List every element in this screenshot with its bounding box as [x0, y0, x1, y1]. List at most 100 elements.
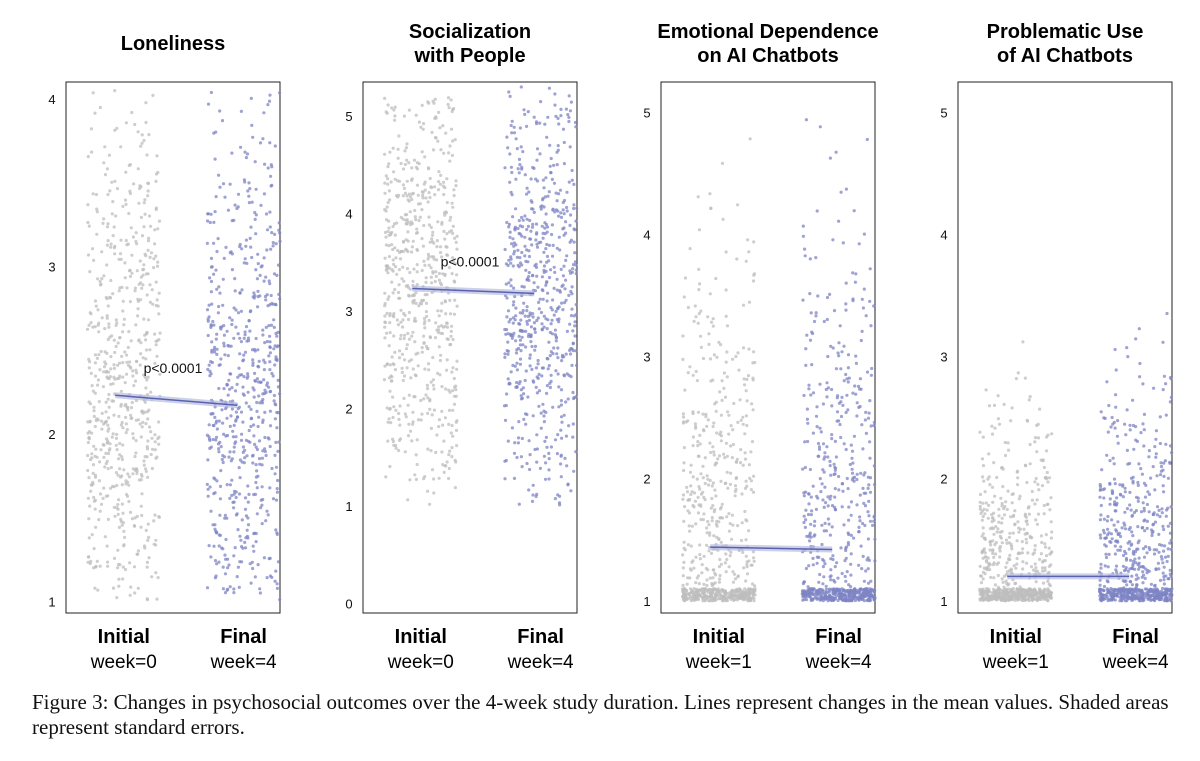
data-point: [751, 361, 755, 365]
data-point: [994, 592, 999, 596]
data-point: [432, 255, 436, 259]
data-point: [154, 206, 158, 210]
data-point: [555, 352, 559, 356]
data-point: [527, 488, 531, 492]
data-point: [144, 528, 148, 533]
data-point: [441, 124, 445, 128]
data-point: [733, 484, 738, 488]
data-point: [266, 166, 270, 170]
data-point: [445, 368, 449, 372]
data-point: [209, 323, 213, 327]
data-point: [383, 152, 387, 156]
data-point: [404, 238, 408, 242]
data-point: [524, 345, 528, 349]
data-point: [241, 445, 245, 449]
data-point: [386, 177, 390, 181]
data-point: [1106, 565, 1110, 569]
data-point: [107, 377, 111, 381]
data-point: [824, 590, 829, 595]
data-point: [86, 496, 90, 500]
data-point: [388, 321, 392, 325]
data-point: [88, 504, 92, 508]
data-point: [525, 217, 529, 221]
data-point: [841, 489, 845, 493]
data-point: [268, 93, 272, 97]
data-point: [207, 544, 211, 548]
data-point: [448, 449, 452, 453]
data-point: [545, 327, 549, 331]
data-point: [272, 347, 276, 351]
data-point: [1099, 503, 1103, 508]
data-point: [450, 272, 454, 276]
data-point: [715, 355, 719, 359]
data-point: [101, 221, 105, 225]
data-point: [546, 318, 550, 322]
data-point: [1023, 376, 1027, 380]
data-point: [261, 328, 265, 332]
data-point: [826, 495, 830, 499]
data-point: [1142, 555, 1147, 559]
data-point: [694, 581, 698, 585]
data-point: [978, 500, 982, 504]
data-point: [804, 593, 808, 597]
data-point: [385, 406, 389, 410]
data-point: [268, 389, 273, 393]
panel-title: Problematic Use: [987, 21, 1144, 43]
data-point: [1113, 552, 1117, 556]
data-point: [393, 118, 397, 122]
data-point: [567, 94, 571, 98]
data-point: [979, 596, 983, 600]
data-point: [1047, 582, 1051, 586]
panel-title: Socialization: [409, 21, 531, 43]
data-point: [851, 391, 855, 395]
data-point: [139, 525, 143, 529]
data-point: [147, 214, 152, 218]
data-point: [992, 576, 996, 580]
data-point: [442, 180, 446, 184]
data-point: [1006, 489, 1010, 493]
data-point: [1009, 567, 1013, 571]
data-point: [1030, 588, 1034, 592]
data-point: [251, 361, 255, 365]
data-point: [1049, 496, 1053, 500]
data-point: [543, 195, 548, 199]
data-point: [102, 365, 107, 369]
data-point: [569, 271, 573, 275]
data-point: [405, 343, 409, 347]
data-point: [559, 399, 564, 403]
data-point: [1113, 347, 1117, 352]
data-point: [724, 552, 728, 556]
data-point: [508, 94, 512, 98]
data-point: [802, 494, 806, 498]
data-point: [383, 230, 388, 235]
data-point: [559, 388, 564, 392]
data-point: [711, 481, 716, 485]
data-point: [392, 108, 396, 112]
data-point: [256, 563, 260, 567]
data-point: [141, 283, 145, 287]
data-point: [1161, 571, 1165, 575]
data-point: [996, 394, 1000, 398]
data-point: [454, 240, 458, 244]
data-point: [824, 501, 828, 505]
data-point: [726, 486, 730, 490]
data-point: [424, 301, 429, 305]
data-point: [1014, 581, 1018, 585]
data-point: [392, 405, 396, 409]
data-point: [537, 404, 541, 408]
data-point: [822, 470, 826, 474]
data-point: [1140, 472, 1144, 476]
data-point: [519, 394, 523, 398]
data-point: [682, 468, 686, 473]
data-point: [979, 581, 984, 585]
data-point: [132, 384, 136, 388]
data-point: [124, 202, 128, 206]
data-point: [980, 457, 985, 461]
data-point: [215, 332, 219, 336]
data-point: [574, 303, 578, 307]
data-point: [210, 360, 214, 365]
data-point: [130, 400, 134, 405]
data-point: [451, 256, 455, 260]
data-point: [254, 268, 258, 272]
data-point: [212, 272, 216, 276]
